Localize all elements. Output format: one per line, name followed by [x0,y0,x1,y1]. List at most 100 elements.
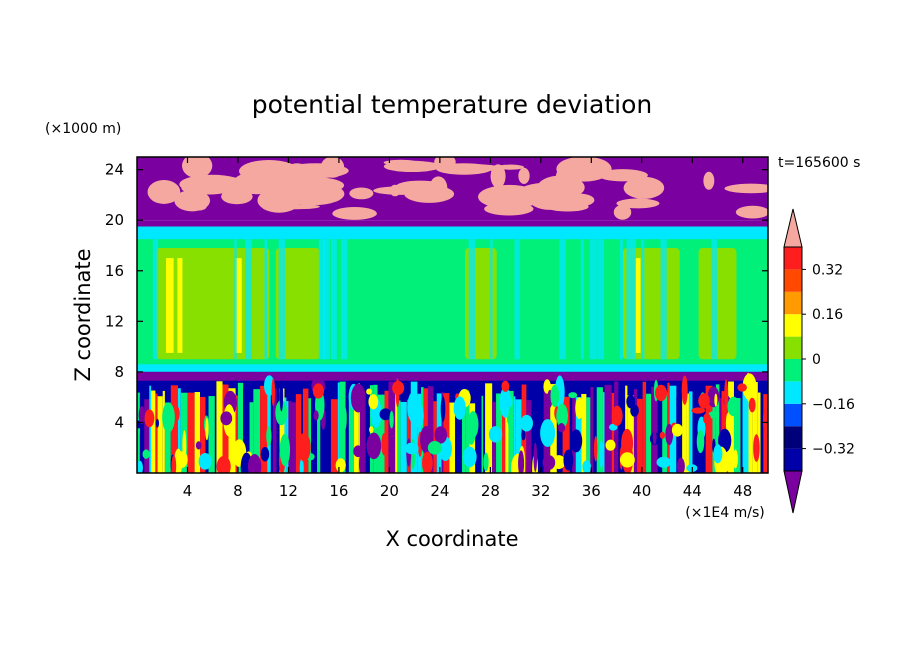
lower-eddy [483,452,489,472]
lower-stripe [757,392,761,473]
lower-eddy [621,428,634,458]
lower-stripe [243,388,248,473]
lower-eddy [488,426,503,443]
lower-eddy [609,423,618,431]
lower-eddy [563,449,574,471]
colorbar-tick-label: 0.16 [812,307,843,323]
colorbar-band [784,403,802,427]
lower-eddy [350,383,366,413]
upper-patch [562,172,589,181]
mid-cyan-streak [559,239,566,360]
colorbar-tick-label: −0.16 [812,397,855,413]
lower-eddy [732,449,738,469]
lower-eddy [395,378,400,408]
lower-eddy [557,423,566,433]
upper-patch [494,186,556,198]
upper-patch [613,204,632,220]
lower-eddy [275,400,288,426]
lower-stripe [642,381,647,473]
lower-eddy [342,406,347,431]
lower-stripe [748,397,753,473]
lower-eddy [665,423,674,446]
upper-patch [181,157,213,179]
lower-stripe [359,395,366,473]
x-unit-label: (×1E4 m/s) [685,505,764,521]
lower-eddy [671,423,683,437]
lower-eddy [676,457,685,473]
lower-stripe [406,399,410,473]
upper-patch [735,205,768,219]
lower-stripe [330,399,338,473]
colorbar-band [784,291,802,315]
lower-eddy [297,432,311,462]
lower-eddy [714,393,718,407]
lower-eddy [713,444,723,464]
upper-patch [546,202,589,212]
lower-eddy [748,397,756,413]
lower-eddy [763,408,767,433]
lower-eddy [368,394,379,410]
lower-stripe [733,398,741,473]
lower-eddy [198,452,212,470]
lower-eddy [453,396,466,420]
lower-stripe [311,397,318,473]
colorbar-band [784,269,802,292]
lower-stripe [339,381,346,473]
colorbar-band [784,426,802,449]
lower-eddy [656,456,671,468]
lower-stripe [377,394,385,473]
mid-cyan-band [137,226,768,240]
lower-eddy [312,383,324,399]
lower-eddy [155,386,162,395]
lower-eddy [506,397,513,408]
lower-stripe [260,385,268,473]
lower-stripe [449,402,456,473]
lower-stripe [187,392,195,473]
lower-stripe [427,386,434,473]
lower-eddy [247,453,262,473]
lower-eddy [533,442,538,472]
lower-stripe [590,387,594,473]
mid-cyan-streak [318,239,325,360]
lower-eddy [144,409,155,428]
lower-stripe [483,396,486,473]
lower-stripe [562,396,570,473]
lower-stripe [682,393,687,473]
lower-stripe [249,402,254,473]
colorbar-tick-label: −0.32 [812,442,855,458]
lower-stripe [692,387,700,473]
mid-cyan-streak [323,239,330,360]
lower-eddy [176,451,188,468]
lower-eddy [698,393,710,409]
upper-patch [221,188,253,205]
lower-eddy [746,372,751,402]
lower-stripe [348,393,355,473]
lower-eddy [499,386,511,418]
lower-stripe [593,388,597,473]
lower-eddy [691,407,706,414]
upper-patch [703,171,715,190]
mid-yellow-streak [635,258,641,353]
lower-stripe [763,394,768,473]
lower-cap-band [137,371,768,381]
lower-stripe [395,387,398,473]
lower-stripe [515,399,522,473]
lower-eddy [599,440,604,469]
lower-stripe [149,385,152,473]
lower-eddy [440,396,446,422]
lower-stripe [705,385,713,473]
colorbar-under-arrow [783,470,803,514]
lower-eddy [568,392,578,399]
lower-eddy [279,433,291,467]
lower-stripe [151,390,156,473]
colorbar-tick-label: 0.32 [812,262,843,278]
mid-yellow-streak [235,258,242,353]
x-tick-label: 28 [481,482,500,500]
lower-stripe [715,384,720,473]
lower-eddy [266,426,272,446]
lower-eddy [260,446,270,462]
lower-stripe [354,391,359,473]
lower-eddy [540,419,556,447]
lower-eddy [138,406,145,425]
lower-eddy [366,432,382,460]
